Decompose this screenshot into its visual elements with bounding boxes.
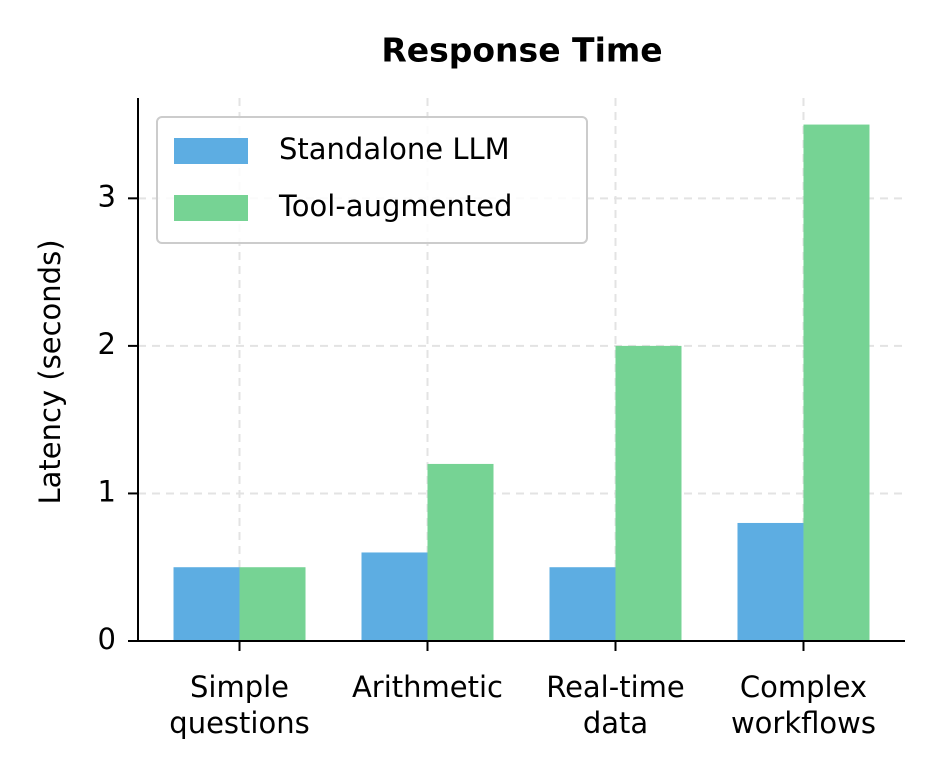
y-tick-label: 3 — [98, 179, 116, 213]
legend-swatch — [174, 195, 248, 221]
bar — [427, 463, 494, 641]
y-axis-label: Latency (seconds) — [33, 239, 67, 504]
x-tick-label: Arithmetic — [351, 670, 504, 704]
bar — [615, 345, 682, 641]
x-tick-label: Simple questions — [169, 670, 310, 740]
legend-label: Tool-augmented — [278, 189, 512, 223]
x-tick-label: Complex workflows — [730, 670, 876, 740]
y-tick-label: 1 — [98, 474, 116, 508]
chart-title: Response Time — [381, 31, 662, 70]
bar — [239, 567, 306, 641]
y-tick-label: 0 — [98, 622, 116, 656]
legend-swatch — [174, 138, 248, 164]
legend-box — [156, 116, 588, 244]
bar — [737, 522, 804, 641]
bar — [361, 552, 428, 641]
x-tick-label: Real-time data — [546, 670, 685, 740]
bar — [173, 567, 240, 641]
y-tick-label: 2 — [98, 327, 116, 361]
bar — [549, 567, 616, 641]
legend-label: Standalone LLM — [279, 132, 510, 166]
bar — [803, 124, 870, 641]
